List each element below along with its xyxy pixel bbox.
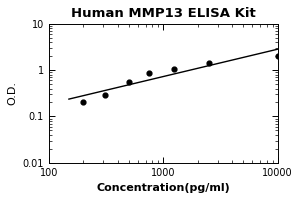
Point: [103, 94, 108, 97]
Point: [172, 67, 177, 71]
Point: [275, 54, 280, 57]
Point: [81, 100, 85, 104]
X-axis label: Concentration(pg/ml): Concentration(pg/ml): [96, 183, 230, 193]
Title: Human MMP13 ELISA Kit: Human MMP13 ELISA Kit: [71, 7, 256, 20]
Point: [206, 61, 211, 65]
Point: [126, 80, 131, 83]
Point: [146, 71, 151, 74]
Y-axis label: O.D.: O.D.: [7, 81, 17, 105]
